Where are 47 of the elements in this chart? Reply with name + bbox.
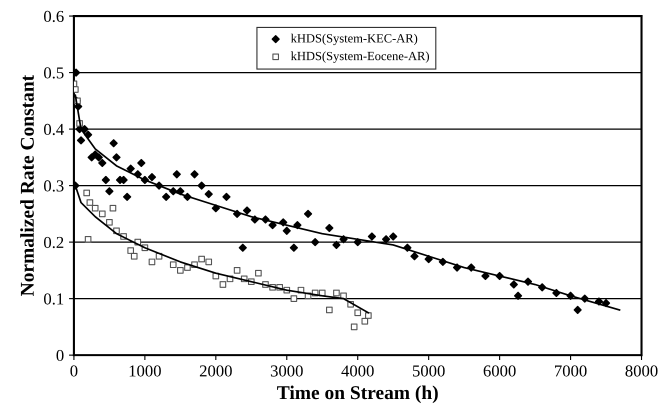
- y-tick-label: 0.2: [44, 236, 64, 248]
- point: [290, 295, 298, 302]
- y-tick-label: 0.4: [44, 124, 64, 136]
- x-tick-label: 0: [70, 365, 78, 377]
- point: [148, 258, 156, 266]
- x-tick-label: 4000: [341, 365, 374, 377]
- point: [110, 204, 116, 212]
- y-axis-title: Normalized Rate Constant: [20, 74, 34, 296]
- x-axis-title: Time on Stream (h): [277, 386, 438, 404]
- point: [350, 324, 358, 330]
- point: [98, 210, 106, 218]
- legend-label: kHDS(System-Eocene-AR): [290, 51, 429, 63]
- point: [74, 86, 79, 93]
- point: [326, 306, 333, 314]
- x-tick-label: 8000: [625, 365, 658, 377]
- y-tick-label: 0.3: [44, 180, 64, 192]
- y-tick-label: 0: [56, 350, 64, 362]
- point: [177, 267, 184, 274]
- point: [234, 267, 240, 274]
- point: [340, 292, 347, 300]
- y-tick-label: 0.5: [44, 67, 64, 79]
- point: [83, 190, 90, 196]
- point: [170, 261, 177, 268]
- point: [106, 219, 113, 226]
- point: [361, 318, 368, 325]
- x-tick-label: 5000: [412, 365, 445, 377]
- point: [205, 258, 212, 266]
- x-tick-label: 3000: [270, 365, 303, 377]
- x-tick-label: 7000: [555, 365, 587, 377]
- point: [220, 281, 226, 288]
- point: [198, 256, 205, 262]
- point: [184, 264, 191, 271]
- y-tick-label: 0.1: [44, 293, 64, 305]
- point: [86, 199, 94, 206]
- x-tick-label: 2000: [200, 365, 232, 377]
- point: [130, 252, 138, 260]
- point: [255, 270, 262, 277]
- x-tick-label: 6000: [484, 365, 516, 377]
- point: [127, 247, 134, 254]
- point: [365, 312, 372, 319]
- legend-label: kHDS(System-KEC-AR): [290, 34, 418, 46]
- point: [84, 236, 92, 243]
- y-tick-label: 0.6: [44, 10, 64, 22]
- point: [354, 309, 362, 316]
- point: [92, 204, 99, 212]
- x-tick-label: 1000: [130, 365, 161, 377]
- point: [333, 290, 340, 296]
